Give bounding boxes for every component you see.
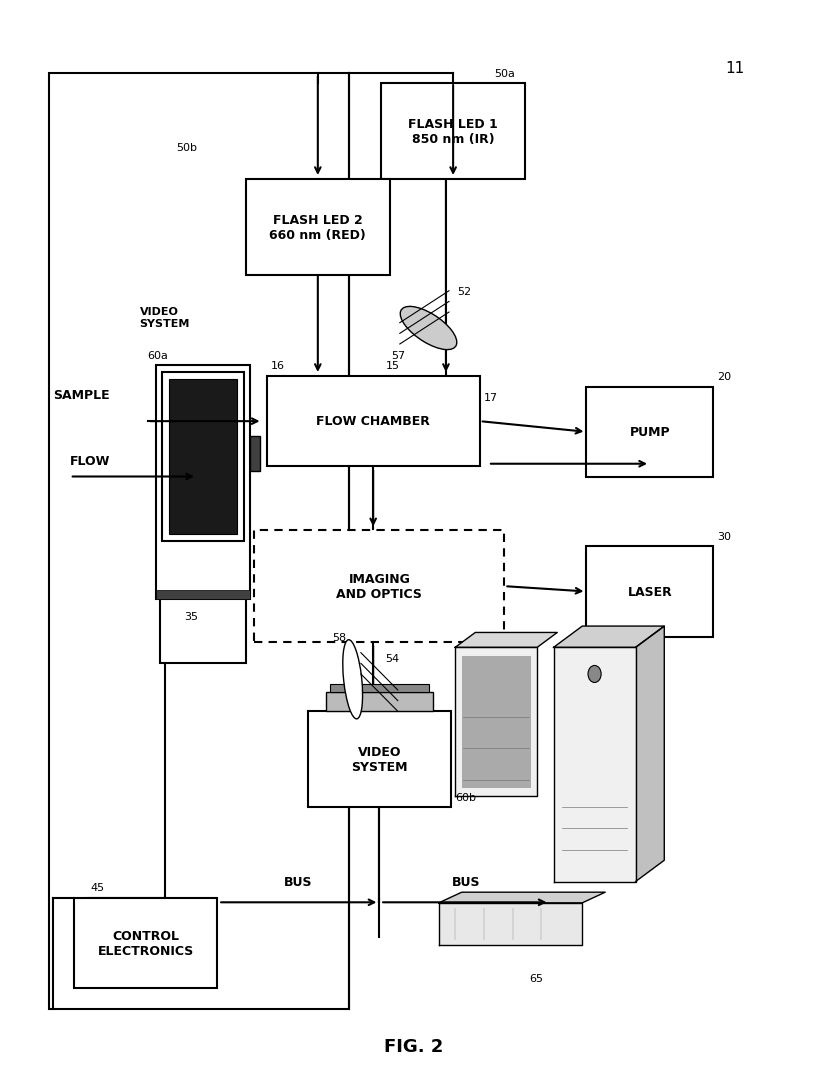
Polygon shape [455, 632, 557, 647]
Bar [156, 366, 250, 600]
Text: 50a: 50a [494, 69, 515, 78]
Text: 60b: 60b [455, 792, 476, 802]
Polygon shape [461, 656, 531, 788]
Polygon shape [439, 903, 582, 946]
Text: 11: 11 [725, 61, 744, 76]
Text: FLASH LED 2
660 nm (RED): FLASH LED 2 660 nm (RED) [269, 213, 366, 241]
Ellipse shape [400, 307, 456, 351]
Text: CONTROL
ELECTRONICS: CONTROL ELECTRONICS [98, 928, 194, 957]
Text: BUS: BUS [452, 876, 480, 889]
Text: 17: 17 [484, 393, 498, 403]
Bar [586, 547, 713, 637]
Text: VIDEO
SYSTEM: VIDEO SYSTEM [351, 745, 407, 773]
Ellipse shape [343, 640, 363, 719]
Text: 45: 45 [90, 882, 104, 892]
Text: 20: 20 [717, 372, 731, 382]
Text: PUMP: PUMP [629, 426, 670, 438]
Bar [267, 376, 479, 467]
Bar [254, 531, 504, 642]
Bar [156, 591, 250, 600]
Text: BUS: BUS [284, 876, 312, 889]
Text: 58: 58 [332, 632, 346, 642]
Bar [330, 684, 429, 693]
Bar [169, 379, 237, 534]
Text: FLOW CHAMBER: FLOW CHAMBER [316, 415, 430, 428]
Text: 60a: 60a [147, 351, 168, 360]
Text: 35: 35 [185, 611, 199, 621]
Text: 65: 65 [529, 972, 542, 983]
Text: FLOW: FLOW [70, 455, 110, 467]
Bar [381, 84, 525, 180]
Polygon shape [553, 626, 664, 647]
Text: 52: 52 [457, 286, 471, 297]
Text: 54: 54 [385, 654, 399, 664]
Text: LASER: LASER [628, 585, 672, 598]
Bar [160, 600, 246, 664]
Polygon shape [439, 892, 605, 903]
Bar [307, 712, 451, 807]
Text: 50b: 50b [176, 143, 197, 153]
Text: FIG. 2: FIG. 2 [384, 1038, 444, 1056]
Text: 15: 15 [386, 361, 400, 371]
Text: 57: 57 [392, 351, 406, 360]
Text: IMAGING
AND OPTICS: IMAGING AND OPTICS [336, 572, 422, 600]
Bar [49, 73, 349, 1010]
Bar [586, 387, 713, 477]
Bar [162, 373, 243, 541]
Polygon shape [553, 647, 635, 881]
Circle shape [199, 407, 219, 435]
Circle shape [588, 666, 601, 683]
Text: FLASH LED 1
850 nm (IR): FLASH LED 1 850 nm (IR) [408, 118, 498, 146]
Bar [250, 436, 260, 471]
Text: 30: 30 [717, 532, 731, 541]
Polygon shape [635, 626, 664, 881]
Bar [246, 180, 389, 276]
Text: VIDEO
SYSTEM: VIDEO SYSTEM [139, 307, 190, 329]
Text: SAMPLE: SAMPLE [53, 388, 110, 402]
Polygon shape [455, 647, 537, 796]
Bar [325, 693, 433, 712]
Bar [74, 897, 217, 988]
Text: 16: 16 [271, 361, 285, 371]
